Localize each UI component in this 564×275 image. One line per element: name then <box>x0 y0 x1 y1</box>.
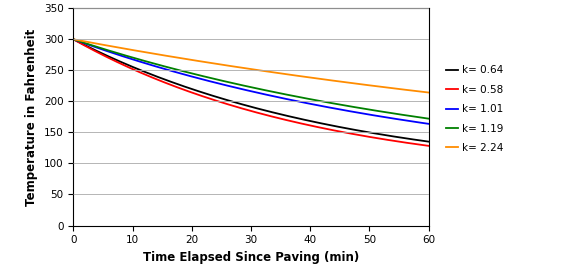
k= 0.64 <box>307 119 314 123</box>
k= 1.01 <box>161 67 168 71</box>
k= 0.58 <box>231 104 237 108</box>
k= 1.01 <box>425 122 432 125</box>
k= 2.24 <box>279 72 286 75</box>
Line: k= 0.58: k= 0.58 <box>73 39 429 146</box>
k= 1.01 <box>337 108 344 111</box>
k= 1.19 <box>337 103 344 106</box>
k= 1.01 <box>279 97 286 100</box>
k= 0.58 <box>133 69 139 72</box>
k= 1.01 <box>231 86 237 89</box>
k= 0.58 <box>279 117 286 121</box>
k= 0.58 <box>307 124 314 127</box>
Legend: k= 0.64, k= 0.58, k= 1.01, k= 1.19, k= 2.24: k= 0.64, k= 0.58, k= 1.01, k= 1.19, k= 2… <box>442 61 508 157</box>
k= 1.19 <box>425 117 432 120</box>
k= 0.64 <box>70 38 77 41</box>
k= 2.24 <box>231 65 237 68</box>
k= 1.01 <box>307 102 314 106</box>
k= 2.24 <box>161 54 168 57</box>
k= 0.64 <box>161 78 168 81</box>
X-axis label: Time Elapsed Since Paving (min): Time Elapsed Since Paving (min) <box>143 251 359 264</box>
k= 1.01 <box>70 38 77 41</box>
Line: k= 1.19: k= 1.19 <box>73 39 429 119</box>
k= 0.58 <box>161 81 168 84</box>
k= 1.19 <box>279 92 286 95</box>
k= 1.01 <box>133 59 139 62</box>
k= 0.64 <box>279 113 286 116</box>
k= 2.24 <box>425 91 432 94</box>
k= 1.19 <box>231 82 237 85</box>
k= 1.19 <box>70 38 77 41</box>
k= 2.24 <box>70 38 77 41</box>
Line: k= 1.01: k= 1.01 <box>73 39 429 124</box>
k= 0.64 <box>133 67 139 70</box>
Line: k= 2.24: k= 2.24 <box>73 39 429 92</box>
k= 0.64 <box>231 100 237 104</box>
k= 0.58 <box>425 144 432 147</box>
k= 2.24 <box>133 49 139 52</box>
k= 0.58 <box>337 130 344 133</box>
k= 0.58 <box>70 38 77 41</box>
k= 1.19 <box>133 57 139 60</box>
Line: k= 0.64: k= 0.64 <box>73 39 429 142</box>
k= 2.24 <box>337 80 344 83</box>
Y-axis label: Temperature in Fahrenheit: Temperature in Fahrenheit <box>25 28 38 205</box>
k= 0.64 <box>425 140 432 143</box>
k= 2.24 <box>307 76 314 79</box>
k= 1.19 <box>161 65 168 68</box>
k= 0.64 <box>337 126 344 129</box>
k= 1.19 <box>307 98 314 101</box>
